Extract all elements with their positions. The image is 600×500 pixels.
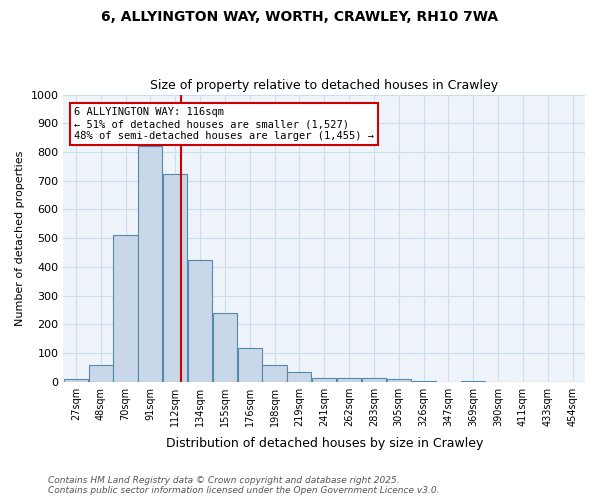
Bar (163, 174, 187, 382)
Bar (138, 146, 163, 382)
Bar (238, 348, 262, 382)
Bar (89, 366, 113, 382)
Text: 6, ALLYINGTON WAY, WORTH, CRAWLEY, RH10 7WA: 6, ALLYINGTON WAY, WORTH, CRAWLEY, RH10 … (101, 10, 499, 24)
Y-axis label: Number of detached properties: Number of detached properties (15, 150, 25, 326)
Bar (113, 235, 137, 382)
Bar (386, 380, 411, 382)
Bar (262, 366, 287, 382)
Text: 6 ALLYINGTON WAY: 116sqm
← 51% of detached houses are smaller (1,527)
48% of sem: 6 ALLYINGTON WAY: 116sqm ← 51% of detach… (74, 108, 374, 140)
Bar (287, 372, 311, 382)
Bar (461, 380, 485, 382)
X-axis label: Distribution of detached houses by size in Crawley: Distribution of detached houses by size … (166, 437, 483, 450)
Title: Size of property relative to detached houses in Crawley: Size of property relative to detached ho… (150, 79, 498, 92)
Bar (362, 378, 386, 382)
Bar (312, 378, 337, 382)
Bar (337, 378, 361, 382)
Bar (213, 312, 237, 382)
Bar (64, 380, 88, 382)
Text: Contains HM Land Registry data © Crown copyright and database right 2025.
Contai: Contains HM Land Registry data © Crown c… (48, 476, 439, 495)
Bar (412, 380, 436, 382)
Bar (188, 260, 212, 382)
